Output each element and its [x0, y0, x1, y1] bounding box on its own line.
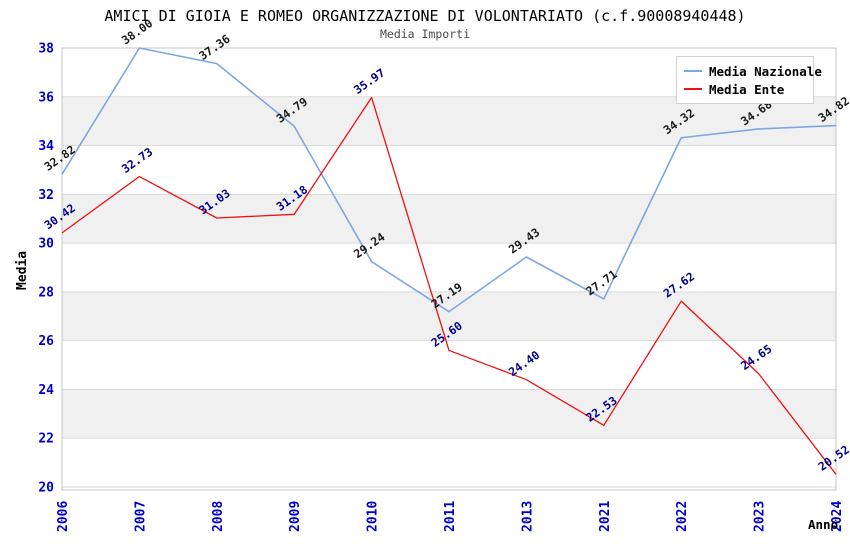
- data-label: 24.65: [738, 342, 774, 373]
- shaded-band: [62, 194, 836, 244]
- x-tick-label: 2008: [211, 501, 226, 532]
- shaded-band: [62, 389, 836, 439]
- media-ente-line: [61, 96, 837, 475]
- y-tick-label: 24: [38, 383, 54, 398]
- legend-label: Media Nazionale: [709, 63, 822, 79]
- x-tick-label: 2021: [598, 501, 613, 532]
- x-tick-label: 2013: [520, 501, 535, 532]
- chart-subtitle: Media Importi: [379, 27, 470, 41]
- x-tick-label: 2006: [56, 501, 71, 532]
- y-tick-label: 20: [38, 481, 54, 496]
- x-tick-label: 2011: [443, 501, 458, 532]
- data-label: 35.97: [351, 66, 387, 97]
- y-tick-label: 34: [38, 139, 54, 154]
- y-axis-title: Media: [15, 251, 30, 290]
- x-tick-label: 2007: [133, 501, 148, 532]
- y-tick-label: 38: [38, 42, 54, 57]
- nazionale-line-swatch-icon: [684, 70, 702, 72]
- chart-title: AMICI DI GIOIA E ROMEO ORGANIZZAZIONE DI…: [104, 7, 746, 25]
- legend: Media Nazionale Media Ente: [676, 56, 822, 104]
- x-tick-label: 2022: [675, 501, 690, 532]
- data-label: 32.73: [119, 145, 155, 176]
- ente-line-swatch-icon: [684, 88, 702, 90]
- x-tick-label: 2009: [288, 501, 303, 532]
- shaded-band: [62, 96, 836, 146]
- y-tick-label: 32: [38, 188, 54, 203]
- shaded-band: [62, 291, 836, 341]
- x-tick-label: 2023: [753, 501, 768, 532]
- data-label: 37.36: [196, 32, 232, 63]
- legend-item-nazionale: Media Nazionale: [684, 62, 822, 80]
- y-tick-label: 28: [38, 285, 54, 300]
- y-tick-label: 36: [38, 90, 54, 105]
- data-label: 20.52: [816, 442, 850, 473]
- y-tick-label: 26: [38, 334, 54, 349]
- x-axis-title: Anno: [808, 517, 838, 532]
- y-tick-label: 22: [38, 432, 54, 447]
- y-tick-label: 30: [38, 237, 54, 252]
- data-label: 24.40: [506, 348, 542, 379]
- plot-frame: [61, 47, 837, 491]
- x-tick-label: 2024: [830, 501, 845, 532]
- legend-item-ente: Media Ente: [684, 80, 807, 98]
- media-nazionale-line: [61, 47, 837, 313]
- legend-label: Media Ente: [709, 81, 785, 97]
- data-label: 38.00: [119, 16, 155, 47]
- x-tick-label: 2010: [366, 501, 381, 532]
